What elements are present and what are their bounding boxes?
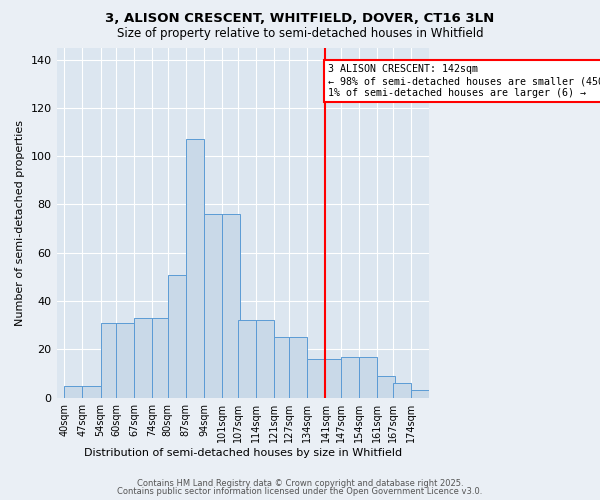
- Bar: [186, 140, 204, 398]
- Bar: [325, 359, 344, 398]
- Bar: [341, 356, 359, 398]
- Bar: [116, 323, 134, 398]
- Bar: [411, 390, 429, 398]
- Bar: [377, 376, 395, 398]
- Bar: [238, 320, 256, 398]
- Bar: [222, 214, 240, 398]
- Bar: [168, 274, 186, 398]
- Bar: [82, 386, 101, 398]
- Text: Contains HM Land Registry data © Crown copyright and database right 2025.: Contains HM Land Registry data © Crown c…: [137, 478, 463, 488]
- X-axis label: Distribution of semi-detached houses by size in Whitfield: Distribution of semi-detached houses by …: [83, 448, 402, 458]
- Bar: [307, 359, 325, 398]
- Bar: [64, 386, 82, 398]
- Bar: [289, 338, 307, 398]
- Bar: [101, 323, 119, 398]
- Bar: [152, 318, 170, 398]
- Text: Size of property relative to semi-detached houses in Whitfield: Size of property relative to semi-detach…: [116, 28, 484, 40]
- Text: Contains public sector information licensed under the Open Government Licence v3: Contains public sector information licen…: [118, 487, 482, 496]
- Bar: [274, 338, 292, 398]
- Bar: [256, 320, 274, 398]
- Text: 3, ALISON CRESCENT, WHITFIELD, DOVER, CT16 3LN: 3, ALISON CRESCENT, WHITFIELD, DOVER, CT…: [106, 12, 494, 26]
- Bar: [204, 214, 222, 398]
- Bar: [393, 383, 411, 398]
- Text: 3 ALISON CRESCENT: 142sqm
← 98% of semi-detached houses are smaller (450)
1% of : 3 ALISON CRESCENT: 142sqm ← 98% of semi-…: [328, 64, 600, 98]
- Bar: [359, 356, 377, 398]
- Bar: [134, 318, 152, 398]
- Y-axis label: Number of semi-detached properties: Number of semi-detached properties: [15, 120, 25, 326]
